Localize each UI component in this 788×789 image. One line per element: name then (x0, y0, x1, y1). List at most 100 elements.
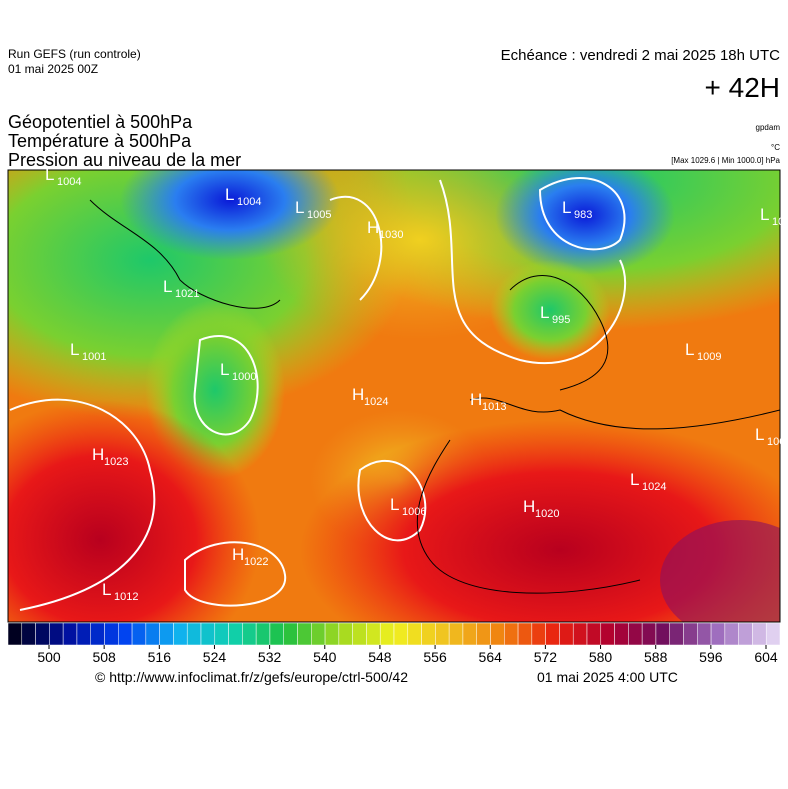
center-type: H (92, 445, 104, 464)
map (8, 170, 780, 622)
colorbar-cell (490, 622, 505, 646)
colorbar-cell (131, 622, 147, 646)
center-type: L (45, 165, 54, 184)
center-type: H (523, 497, 535, 516)
center-value: 1004 (237, 196, 261, 208)
center-type: L (70, 340, 79, 359)
center-value: 100 (767, 436, 785, 448)
colorbar-cell (35, 622, 50, 646)
center-type: L (390, 495, 399, 514)
colorbar-cell (104, 622, 119, 646)
center-type: L (540, 303, 549, 322)
colorbar-cell (738, 622, 753, 646)
center-type: L (685, 340, 694, 359)
colorbar: 500 508 516 524 532 540 548 556 564 572 580 588 596 6… (7, 622, 781, 665)
colorbar-cell (641, 622, 657, 646)
colorbar-cell (173, 622, 188, 646)
source-url: © http://www.infoclimat.fr/z/gefs/europe… (95, 669, 408, 685)
colorbar-tick-label: 508 (92, 649, 116, 665)
colorbar-cell (255, 622, 271, 646)
colorbar-cell (448, 622, 464, 646)
colorbar-cell (531, 622, 546, 646)
colorbar-cell (669, 622, 684, 646)
center-type: L (630, 470, 639, 489)
title: Géopotentiel à 500hPa (8, 112, 193, 132)
colorbar-cell (421, 622, 436, 646)
center-value: 1006 (402, 506, 426, 518)
colorbar-cell (600, 622, 615, 646)
colorbar-cell (324, 622, 340, 646)
colorbar-cell (352, 622, 367, 646)
center-value: 1009 (697, 351, 721, 363)
colorbar-cell (724, 622, 739, 646)
center-type: L (562, 198, 571, 217)
unit-label: gpdam (756, 123, 781, 132)
colorbar-tick-label: 596 (699, 649, 723, 665)
colorbar-cell (710, 622, 726, 646)
center-value: 983 (574, 209, 592, 221)
colorbar-cell (242, 622, 257, 646)
colorbar-tick-label: 588 (644, 649, 668, 665)
center-type: H (470, 390, 482, 409)
colorbar-tick-label: 540 (313, 649, 337, 665)
center-value: 1020 (535, 508, 559, 520)
colorbar-cell (393, 622, 409, 646)
colorbar-cell (49, 622, 64, 646)
colorbar-cell (200, 622, 216, 646)
colorbar-tick-label: 500 (37, 649, 61, 665)
colorbar-cell (614, 622, 629, 646)
colorbar-cell (379, 622, 395, 646)
center-type: L (102, 580, 111, 599)
colorbar-tick-label: 524 (203, 649, 227, 665)
center-type: L (163, 277, 172, 296)
colorbar-cell (90, 622, 105, 646)
colorbar-tick-label: 556 (423, 649, 447, 665)
run-label: Run GEFS (run controle) (8, 47, 141, 61)
center-value: 1000 (232, 371, 256, 383)
colorbar-cell (311, 622, 326, 646)
colorbar-cell (462, 622, 477, 646)
center-type: L (295, 198, 304, 217)
colorbar-cell (338, 622, 353, 646)
colorbar-cell (269, 622, 284, 646)
center-value: 1030 (379, 229, 403, 241)
colorbar-cell (297, 622, 312, 646)
colorbar-cell (765, 622, 781, 646)
colorbar-cell (628, 622, 643, 646)
center-value: 995 (552, 314, 570, 326)
colorbar-cell (683, 622, 698, 646)
colorbar-cell (159, 622, 174, 646)
colorbar-cell (517, 622, 533, 646)
center-value: 1024 (364, 396, 388, 408)
colorbar-cell (559, 622, 574, 646)
colorbar-cell (407, 622, 422, 646)
center-value: 1021 (175, 288, 199, 300)
colorbar-cell (118, 622, 133, 646)
center-type: H (352, 385, 364, 404)
colorbar-cell (655, 622, 670, 646)
colorbar-cell (586, 622, 602, 646)
colorbar-cell (697, 622, 712, 646)
unit-label: [Max 1029.6 | Min 1000.0] hPa (671, 156, 780, 165)
colorbar-cell (62, 622, 78, 646)
title: Pression au niveau de la mer (8, 150, 241, 170)
center-value: 1004 (57, 176, 81, 188)
colorbar-tick-label: 516 (148, 649, 172, 665)
colorbar-cell (504, 622, 519, 646)
center-value: 1012 (114, 591, 138, 603)
colorbar-cell (186, 622, 202, 646)
center-value: 1001 (82, 351, 106, 363)
colorbar-tick-label: 564 (479, 649, 503, 665)
center-type: L (760, 205, 769, 224)
colorbar-cell (214, 622, 229, 646)
center-value: 10 (772, 216, 784, 228)
colorbar-cell (476, 622, 491, 646)
unit-label: °C (771, 143, 780, 152)
center-value: 1024 (642, 481, 666, 493)
center-value: 1005 (307, 209, 331, 221)
lead-time: + 42H (705, 72, 781, 103)
colorbar-tick-label: 604 (754, 649, 778, 665)
